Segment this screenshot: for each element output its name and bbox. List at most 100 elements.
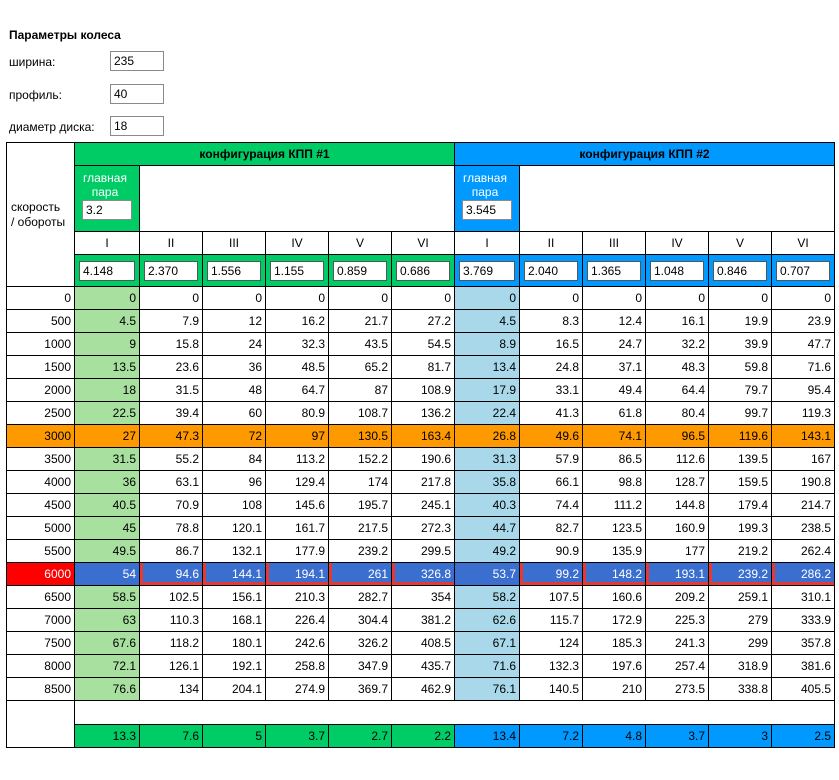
config1-speed-cell: 9: [74, 332, 140, 356]
config1-speed-cell: 239.2: [328, 539, 392, 563]
config2-speed-cell: 160.9: [645, 516, 709, 540]
config2-speed-cell: 44.7: [454, 516, 520, 540]
config1-gear-ratio-input[interactable]: [270, 260, 324, 281]
config1-main-pair-input[interactable]: [82, 200, 132, 220]
config1-speed-cell: 136.2: [391, 401, 455, 425]
config1-speed-cell: 86.7: [139, 539, 203, 563]
config1-speed-cell: 0: [328, 286, 392, 310]
config2-gear-ratio-input[interactable]: [524, 260, 578, 281]
rpm-cell: 3000: [6, 424, 75, 448]
config1-speed-cell: 177.9: [265, 539, 329, 563]
config1-gear-ratio-input[interactable]: [396, 260, 450, 281]
config2-speed-cell: 67.1: [454, 631, 520, 655]
summary-row: 13.3 7.6 5 3.7 2.7 2.2 13.4 7.2 4.8 3.7 3 2.5: [7, 724, 835, 748]
config2-speed-cell: 74.4: [519, 493, 583, 517]
config2-gear-ratio-input[interactable]: [776, 260, 830, 281]
config1-gear-header: V: [328, 231, 392, 255]
config1-speed-cell: 130.5: [328, 424, 392, 448]
config1-speed-cell: 299.5: [391, 539, 455, 563]
config2-speed-cell: 179.4: [708, 493, 772, 517]
speed-rpm-corner-label: скорость / обороты: [6, 142, 75, 287]
config2-gear-header: VI: [771, 231, 835, 255]
config2-speed-cell: 48.3: [645, 355, 709, 379]
config1-summary-cell: 3.7: [265, 724, 329, 748]
rpm-cell: 5500: [6, 539, 75, 563]
config1-speed-cell: 108: [202, 493, 266, 517]
config2-speed-cell: 24.7: [582, 332, 646, 356]
config1-speed-cell: 72: [202, 424, 266, 448]
config1-speed-cell: 134: [139, 677, 203, 701]
config2-speed-cell: 64.4: [645, 378, 709, 402]
rpm-cell: 1000: [6, 332, 75, 356]
config1-speed-cell: 408.5: [391, 631, 455, 655]
table-row: 7500 67.6 118.2 180.1 242.6 326.2 408.5 67.1 124…: [6, 631, 835, 655]
config1-speed-cell: 462.9: [391, 677, 455, 701]
config2-speed-cell: 26.8: [454, 424, 520, 448]
disk-diameter-input[interactable]: [110, 116, 164, 136]
config1-speed-cell: 0: [74, 286, 140, 310]
rpm-cell: 8500: [6, 677, 75, 701]
config2-speed-cell: 190.8: [771, 470, 835, 494]
config2-speed-cell: 99.7: [708, 401, 772, 425]
rpm-cell: 1500: [6, 355, 75, 379]
config2-speed-cell: 22.4: [454, 401, 520, 425]
width-input[interactable]: [110, 51, 164, 71]
config1-gear-ratio-input[interactable]: [333, 260, 387, 281]
config2-main-pair-input[interactable]: [462, 200, 512, 220]
config1-speed-cell: 194.1: [265, 562, 329, 586]
rpm-cell: 4000: [6, 470, 75, 494]
rpm-cell: 6000: [6, 562, 75, 586]
config1-title: конфигурация КПП #1: [74, 142, 455, 166]
config2-speed-cell: 0: [645, 286, 709, 310]
config2-speed-cell: 128.7: [645, 470, 709, 494]
config2-speed-cell: 31.3: [454, 447, 520, 471]
config2-gear-header: V: [708, 231, 772, 255]
config2-speed-cell: 82.7: [519, 516, 583, 540]
config1-speed-cell: 70.9: [139, 493, 203, 517]
config1-speed-cell: 32.3: [265, 332, 329, 356]
config1-gear-header: II: [139, 231, 203, 255]
profile-input[interactable]: [110, 84, 164, 104]
config2-speed-cell: 39.9: [708, 332, 772, 356]
config1-ratio-cell: [202, 254, 266, 287]
config2-speed-cell: 273.5: [645, 677, 709, 701]
config1-gear-ratio-input[interactable]: [144, 260, 198, 281]
config2-speed-cell: 160.6: [582, 585, 646, 609]
config1-speed-cell: 96: [202, 470, 266, 494]
table-row: 4000 36 63.1 96 129.4 174 217.8 35.8 66.1 98.8 128…: [6, 470, 835, 494]
config1-speed-cell: 64.7: [265, 378, 329, 402]
config2-speed-cell: 71.6: [454, 654, 520, 678]
config1-speed-cell: 258.8: [265, 654, 329, 678]
config1-speed-cell: 272.3: [391, 516, 455, 540]
config2-gear-ratio-input[interactable]: [713, 260, 767, 281]
config1-speed-cell: 31.5: [139, 378, 203, 402]
config2-speed-cell: 140.5: [519, 677, 583, 701]
config1-speed-cell: 36: [202, 355, 266, 379]
config2-speed-cell: 17.9: [454, 378, 520, 402]
config2-ratio-cell: [582, 254, 646, 287]
config1-gear-ratio-input[interactable]: [79, 260, 135, 281]
config2-speed-cell: 197.6: [582, 654, 646, 678]
config1-speed-cell: 192.1: [202, 654, 266, 678]
table-row: 500 4.5 7.9 12 16.2 21.7 27.2 4.5 8.3 12.4 16.1 19.…: [6, 309, 835, 333]
config1-speed-cell: 0: [202, 286, 266, 310]
config2-speed-cell: 139.5: [708, 447, 772, 471]
config2-speed-cell: 49.6: [519, 424, 583, 448]
config1-speed-cell: 304.4: [328, 608, 392, 632]
config2-gear-ratio-input[interactable]: [587, 260, 641, 281]
table-row: 5000 45 78.8 120.1 161.7 217.5 272.3 44.7 82.7 12…: [6, 516, 835, 540]
config1-speed-cell: 54: [74, 562, 140, 586]
config2-speed-cell: 185.3: [582, 631, 646, 655]
config2-speed-cell: 80.4: [645, 401, 709, 425]
config1-gear-ratio-input[interactable]: [207, 260, 261, 281]
config2-speed-cell: 123.5: [582, 516, 646, 540]
config2-speed-cell: 132.3: [519, 654, 583, 678]
config1-speed-cell: 31.5: [74, 447, 140, 471]
config1-speed-cell: 120.1: [202, 516, 266, 540]
config2-speed-cell: 32.2: [645, 332, 709, 356]
config2-gear-ratio-input[interactable]: [459, 260, 515, 281]
config1-speed-cell: 126.1: [139, 654, 203, 678]
config2-summary-cell: 7.2: [519, 724, 583, 748]
config2-gear-ratio-input[interactable]: [650, 260, 704, 281]
config2-speed-cell: 90.9: [519, 539, 583, 563]
